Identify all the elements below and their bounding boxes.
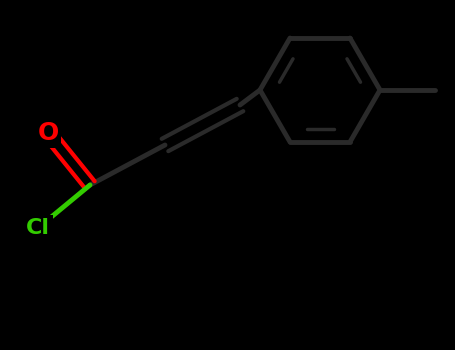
- Text: Cl: Cl: [26, 218, 50, 238]
- Text: O: O: [37, 121, 59, 145]
